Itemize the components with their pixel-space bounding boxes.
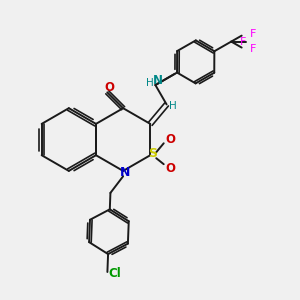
Text: N: N bbox=[119, 167, 130, 179]
Text: O: O bbox=[165, 133, 175, 146]
Text: F: F bbox=[250, 44, 256, 54]
Text: F: F bbox=[250, 29, 256, 39]
Text: O: O bbox=[165, 162, 175, 175]
Text: H: H bbox=[169, 101, 177, 111]
Text: S: S bbox=[148, 147, 157, 160]
Text: Cl: Cl bbox=[109, 267, 121, 280]
Text: N: N bbox=[153, 74, 163, 87]
Text: O: O bbox=[104, 81, 114, 94]
Text: H: H bbox=[146, 78, 154, 88]
Text: F: F bbox=[240, 37, 246, 46]
